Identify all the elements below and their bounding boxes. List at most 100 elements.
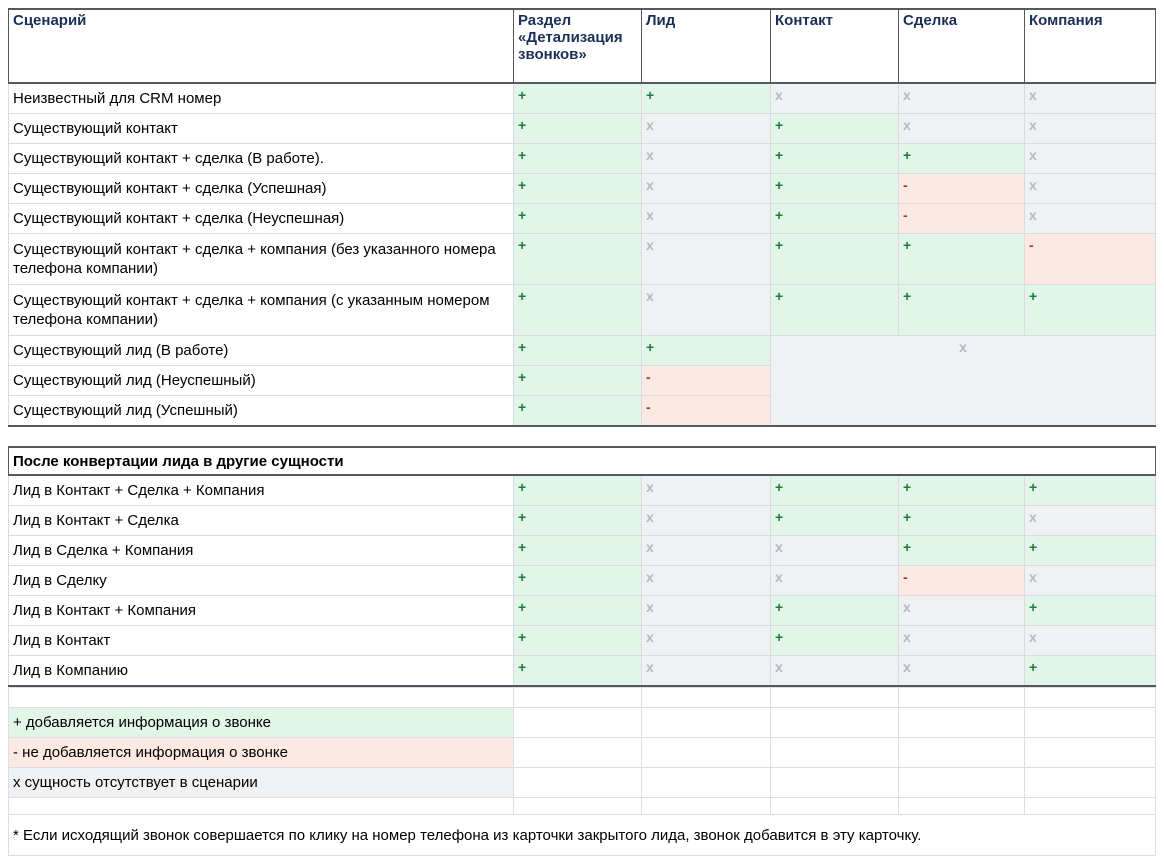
value-cell: - [1024, 233, 1156, 285]
spacer-row [8, 687, 1156, 708]
scenario-cell: Существующий лид (Успешный) [8, 395, 514, 427]
value-cell: + [898, 505, 1025, 536]
table-row: Лид в Компанию + x x x + [8, 655, 1157, 687]
value-cell: x [1023, 505, 1157, 536]
value-cell: x [770, 535, 899, 566]
value-cell: + [513, 505, 642, 536]
value-cell: x [1024, 113, 1156, 144]
column-header-scenario: Сценарий [8, 8, 514, 84]
value-cell: x [898, 655, 1025, 687]
lead-conversion-table: После конвертации лида в другие сущности… [7, 446, 1157, 687]
value-cell: + [770, 173, 899, 204]
value-cell: + [770, 474, 899, 506]
column-header-deal: Сделка [898, 8, 1025, 84]
legend-item-plus: + добавляется информация о звонке [8, 707, 514, 738]
value-cell: + [513, 474, 642, 506]
table-row: Лид в Контакт + x + x x [8, 625, 1157, 656]
table-row: Лид в Контакт + Компания + x + x + [8, 595, 1157, 626]
value-cell: + [1023, 655, 1157, 687]
value-cell: x [898, 625, 1025, 656]
value-cell: + [770, 233, 899, 285]
value-cell: x [641, 284, 771, 336]
value-cell: + [641, 82, 771, 114]
value-cell: + [1023, 595, 1157, 626]
section-title-row: После конвертации лида в другие сущности [7, 446, 1157, 476]
value-cell: - [898, 565, 1025, 596]
value-cell: x [641, 655, 771, 687]
table-row: Существующий контакт + x + x x [8, 113, 1156, 144]
table-row: Лид в Контакт + Сделка + x + + x [8, 505, 1157, 536]
value-cell: + [513, 595, 642, 626]
value-cell: + [1023, 535, 1157, 566]
value-cell: + [513, 395, 642, 427]
value-cell: x [641, 474, 771, 506]
value-cell: + [898, 284, 1025, 336]
value-cell: + [770, 625, 899, 656]
value-cell: x [1024, 82, 1156, 114]
scenario-cell: Лид в Контакт + Сделка + Компания [8, 474, 514, 506]
value-cell: - [898, 173, 1025, 204]
scenarios-table: Сценарий Раздел «Детализация звонков» Ли… [8, 8, 1156, 427]
value-cell: + [513, 335, 642, 366]
value-cell: + [513, 143, 642, 174]
scenario-cell: Лид в Сделка + Компания [8, 535, 514, 566]
scenario-cell: Существующий контакт [8, 113, 514, 144]
value-cell: + [641, 335, 771, 366]
value-cell: + [513, 113, 642, 144]
value-cell: - [641, 395, 771, 427]
column-header-call-details: Раздел «Детализация звонков» [513, 8, 642, 84]
table-row: Существующий лид (Успешный) + - [8, 395, 1156, 427]
scenario-cell: Существующий контакт + сделка (В работе)… [8, 143, 514, 174]
value-cell: - [898, 203, 1025, 234]
value-cell: + [513, 365, 642, 396]
header-row: Сценарий Раздел «Детализация звонков» Ли… [8, 8, 1156, 84]
value-cell: x [770, 655, 899, 687]
column-header-contact: Контакт [770, 8, 899, 84]
value-cell: x [770, 82, 899, 114]
value-cell: + [898, 233, 1025, 285]
value-cell: x [641, 113, 771, 144]
legend-item-absent: x сущность отсутствует в сценарии [8, 767, 514, 798]
table-row: Существующий контакт + сделка (Неуспешна… [8, 203, 1156, 234]
value-cell: x [1024, 143, 1156, 174]
scenario-cell: Лид в Контакт + Сделка [8, 505, 514, 536]
table-row: Неизвестный для CRM номер + + x x x [8, 82, 1156, 114]
value-cell: + [898, 474, 1025, 506]
footnote: * Если исходящий звонок совершается по к… [8, 814, 1156, 856]
value-cell: + [898, 143, 1025, 174]
table-row: Существующий контакт + сделка + компания… [8, 233, 1156, 285]
scenario-cell: Существующий контакт + сделка (Неуспешна… [8, 203, 514, 234]
value-cell: x [641, 565, 771, 596]
table-row: Существующий лид (Неуспешный) + - [8, 365, 1156, 396]
table-row: Существующий контакт + сделка (В работе)… [8, 143, 1156, 174]
value-cell: x [898, 113, 1025, 144]
scenario-cell: Существующий контакт + сделка + компания… [8, 284, 514, 336]
scenario-cell: Существующий контакт + сделка + компания… [8, 233, 514, 285]
table-row: Лид в Сделку + x x - x [8, 565, 1157, 596]
value-cell: x [1023, 625, 1157, 656]
value-cell: x [1024, 203, 1156, 234]
table-row: Существующий контакт + сделка (Успешная)… [8, 173, 1156, 204]
value-cell: x [770, 565, 899, 596]
value-cell: + [770, 505, 899, 536]
value-cell: x [641, 595, 771, 626]
value-cell: x [641, 143, 771, 174]
value-cell: + [1023, 474, 1157, 506]
value-cell: + [1024, 284, 1156, 336]
section-title: После конвертации лида в другие сущности [7, 446, 1157, 476]
value-cell: + [513, 173, 642, 204]
scenario-cell: Существующий контакт + сделка (Успешная) [8, 173, 514, 204]
scenario-cell: Лид в Сделку [8, 565, 514, 596]
value-cell: + [513, 82, 642, 114]
table-row: Лид в Контакт + Сделка + Компания + x + … [8, 474, 1157, 506]
value-cell: x [898, 595, 1025, 626]
value-cell: + [770, 113, 899, 144]
table-row: Существующий контакт + сделка + компания… [8, 284, 1156, 336]
value-cell: + [513, 655, 642, 687]
value-cell: + [513, 625, 642, 656]
value-cell: x [641, 625, 771, 656]
value-cell: x [641, 535, 771, 566]
value-cell: + [770, 595, 899, 626]
value-cell: + [513, 284, 642, 336]
value-cell: + [513, 565, 642, 596]
